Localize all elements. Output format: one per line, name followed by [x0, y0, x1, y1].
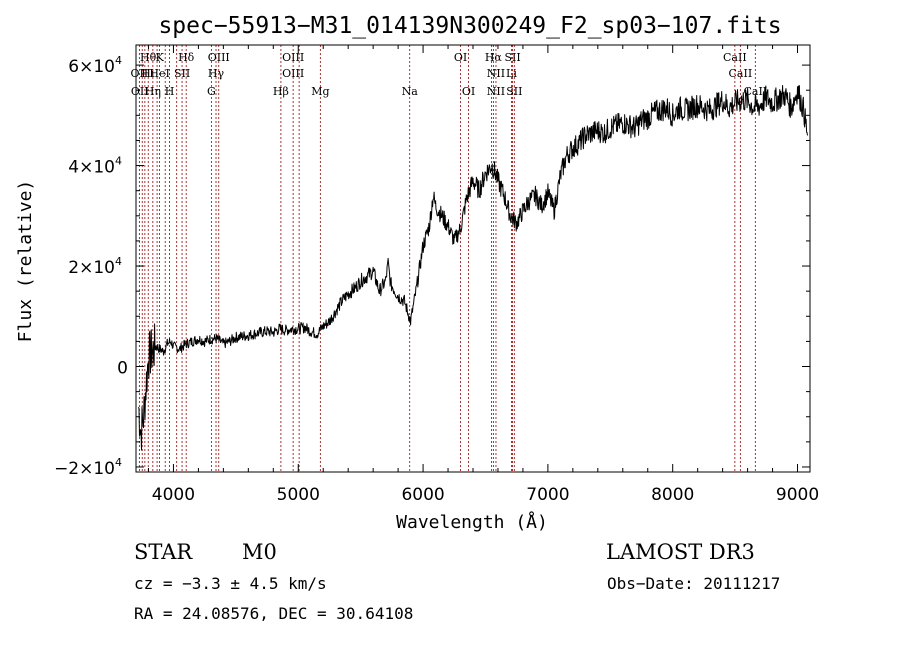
y-axis-label: Flux (relative) [15, 180, 36, 343]
line-label-15: NII [487, 67, 505, 80]
object-subclass: M0 [242, 540, 277, 564]
x-tick-label-0: 4000 [152, 485, 195, 505]
observation-date: Obs−Date: 20111217 [607, 574, 781, 593]
survey-name: LAMOST DR3 [606, 540, 755, 564]
y-tick-label-0: −2×104 [54, 456, 122, 479]
y-tick-label-1: 0 [117, 359, 128, 379]
line-label-23: Mg [311, 85, 329, 98]
x-tick-label-5: 9000 [776, 485, 819, 505]
x-tick-label-4: 8000 [651, 485, 694, 505]
line-label-28: CaII [743, 85, 767, 98]
spectral-line-markers [138, 45, 756, 472]
series-line-flux [138, 85, 808, 451]
line-label-22: Hβ [273, 85, 289, 98]
line-label-0: Hθ [140, 51, 157, 64]
chart-title: spec−55913−M31_014139N300249_F2_sp03−107… [158, 13, 781, 39]
line-label-17: CaII [729, 67, 753, 80]
line-label-10: Hι [141, 67, 155, 80]
line-label-1: K [156, 51, 165, 64]
coordinates-readout: RA = 24.08576, DEC = 30.64108 [134, 604, 414, 623]
line-label-20: H [165, 85, 175, 98]
y-tick-label-4: 6×104 [68, 54, 122, 77]
line-label-18: OII [131, 85, 149, 98]
line-label-19: Hη [145, 85, 161, 98]
x-tick-label-2: 6000 [401, 485, 444, 505]
x-tick-label-3: 7000 [526, 485, 569, 505]
line-label-12: SII [174, 67, 190, 80]
line-label-4: OIII [282, 51, 304, 64]
line-label-2: Hδ [178, 51, 195, 64]
line-label-16: Li [506, 67, 517, 80]
x-axis-label: Wavelength (Å) [396, 511, 548, 533]
line-label-8: CaII [723, 51, 747, 64]
line-label-6: Hα [485, 51, 503, 64]
line-label-26: NII [487, 85, 505, 98]
line-label-7: SII [504, 51, 520, 64]
line-label-3: OIII [208, 51, 230, 64]
line-label-9: OII [131, 67, 149, 80]
line-label-5: OI [454, 51, 467, 64]
line-label-11: HeI [149, 67, 169, 80]
x-tick-label-1: 5000 [277, 485, 320, 505]
line-label-21: G [207, 85, 216, 98]
y-tick-label-3: 4×104 [68, 155, 122, 178]
line-label-14: OIII [282, 67, 304, 80]
line-label-13: Hγ [208, 67, 225, 80]
axis-ticks: 4000 5000 6000 7000 8000 9000 −2×104 0 2×104 4×10… [54, 45, 819, 505]
line-label-25: OI [462, 85, 475, 98]
line-label-27: SII [506, 85, 522, 98]
redshift-readout: cz = −3.3 ± 4.5 km/s [134, 574, 327, 593]
y-tick-label-2: 2×104 [68, 255, 122, 278]
object-class: STAR [134, 540, 193, 564]
line-label-24: Na [402, 85, 419, 98]
